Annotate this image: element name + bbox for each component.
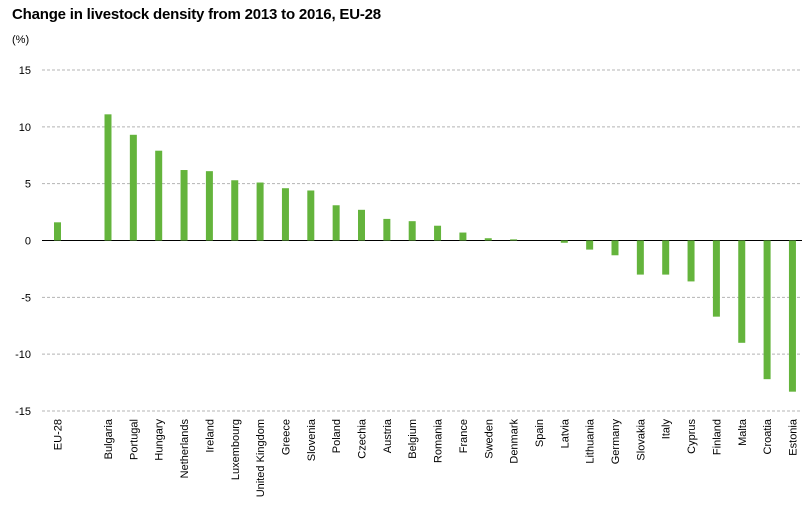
bar xyxy=(662,240,670,275)
x-category-label: Estonia xyxy=(787,418,799,456)
bar xyxy=(129,134,137,241)
y-tick-label: -10 xyxy=(15,349,31,361)
chart-title: Change in livestock density from 2013 to… xyxy=(12,6,381,23)
bar xyxy=(510,239,518,241)
bar xyxy=(205,171,213,241)
bar xyxy=(256,182,264,241)
y-tick-label: 5 xyxy=(25,179,31,191)
x-category-label: Spain xyxy=(534,419,546,447)
bar xyxy=(586,240,594,250)
bar xyxy=(434,225,442,241)
bar xyxy=(54,222,61,241)
y-tick-label: 0 xyxy=(25,236,31,248)
x-category-label: Luxembourg xyxy=(230,419,242,480)
x-category-label: EU-28 xyxy=(53,419,65,450)
x-category-label: Cyprus xyxy=(686,419,698,454)
bars xyxy=(54,114,796,392)
bar xyxy=(104,114,112,241)
x-category-label: Ireland xyxy=(204,419,216,453)
bar xyxy=(788,240,796,392)
bar xyxy=(180,170,188,241)
bar xyxy=(738,240,746,343)
y-axis-tick-labels: 15 10 5 0 -5 -10 -15 xyxy=(15,65,31,418)
bar xyxy=(687,240,695,282)
x-category-label: Germany xyxy=(610,419,622,465)
x-category-label: Portugal xyxy=(128,419,140,460)
bar xyxy=(155,150,163,241)
bar xyxy=(408,221,416,241)
x-category-label: Italy xyxy=(661,419,673,440)
x-category-label: Czechia xyxy=(357,418,369,459)
x-category-label: Croatia xyxy=(762,418,774,454)
x-category-label: Finland xyxy=(711,419,723,455)
y-tick-label: -15 xyxy=(15,406,31,418)
y-tick-label: -5 xyxy=(21,292,31,304)
x-axis-category-labels: EU-28 Bulgaria Portugal Hungary Netherlands I… xyxy=(53,418,800,497)
x-category-label: Poland xyxy=(331,419,343,453)
y-tick-label: 15 xyxy=(19,65,31,77)
bar xyxy=(358,209,365,241)
y-tick-label: 10 xyxy=(19,122,31,134)
x-category-label: Bulgaria xyxy=(103,418,115,459)
x-category-label: Greece xyxy=(280,419,292,455)
x-category-label: Latvia xyxy=(559,418,571,448)
x-category-label: Hungary xyxy=(154,419,166,461)
x-category-label: Slovakia xyxy=(635,418,647,460)
y-axis-unit-label: (%) xyxy=(12,34,30,46)
bar xyxy=(611,240,619,256)
x-category-label: Denmark xyxy=(509,419,521,464)
gridlines xyxy=(42,69,802,412)
x-category-label: United Kingdom xyxy=(255,419,267,497)
x-category-label: Malta xyxy=(737,418,749,446)
x-category-label: Sweden xyxy=(483,419,495,459)
x-category-label: Austria xyxy=(382,418,394,453)
bar xyxy=(332,205,340,241)
bar xyxy=(383,218,391,241)
bar xyxy=(636,240,644,275)
x-category-label: Slovenia xyxy=(306,418,318,461)
x-category-label: Romania xyxy=(433,418,445,463)
bar xyxy=(281,188,289,241)
bar xyxy=(484,238,492,241)
bar xyxy=(712,240,720,317)
bar xyxy=(459,232,467,241)
bar xyxy=(560,240,568,243)
bar xyxy=(307,190,315,241)
x-category-label: Lithuania xyxy=(585,418,597,464)
x-category-label: Belgium xyxy=(407,419,419,459)
bar xyxy=(763,240,771,380)
bar xyxy=(231,180,239,241)
x-category-label: Netherlands xyxy=(179,419,191,479)
x-category-label: France xyxy=(458,419,470,453)
